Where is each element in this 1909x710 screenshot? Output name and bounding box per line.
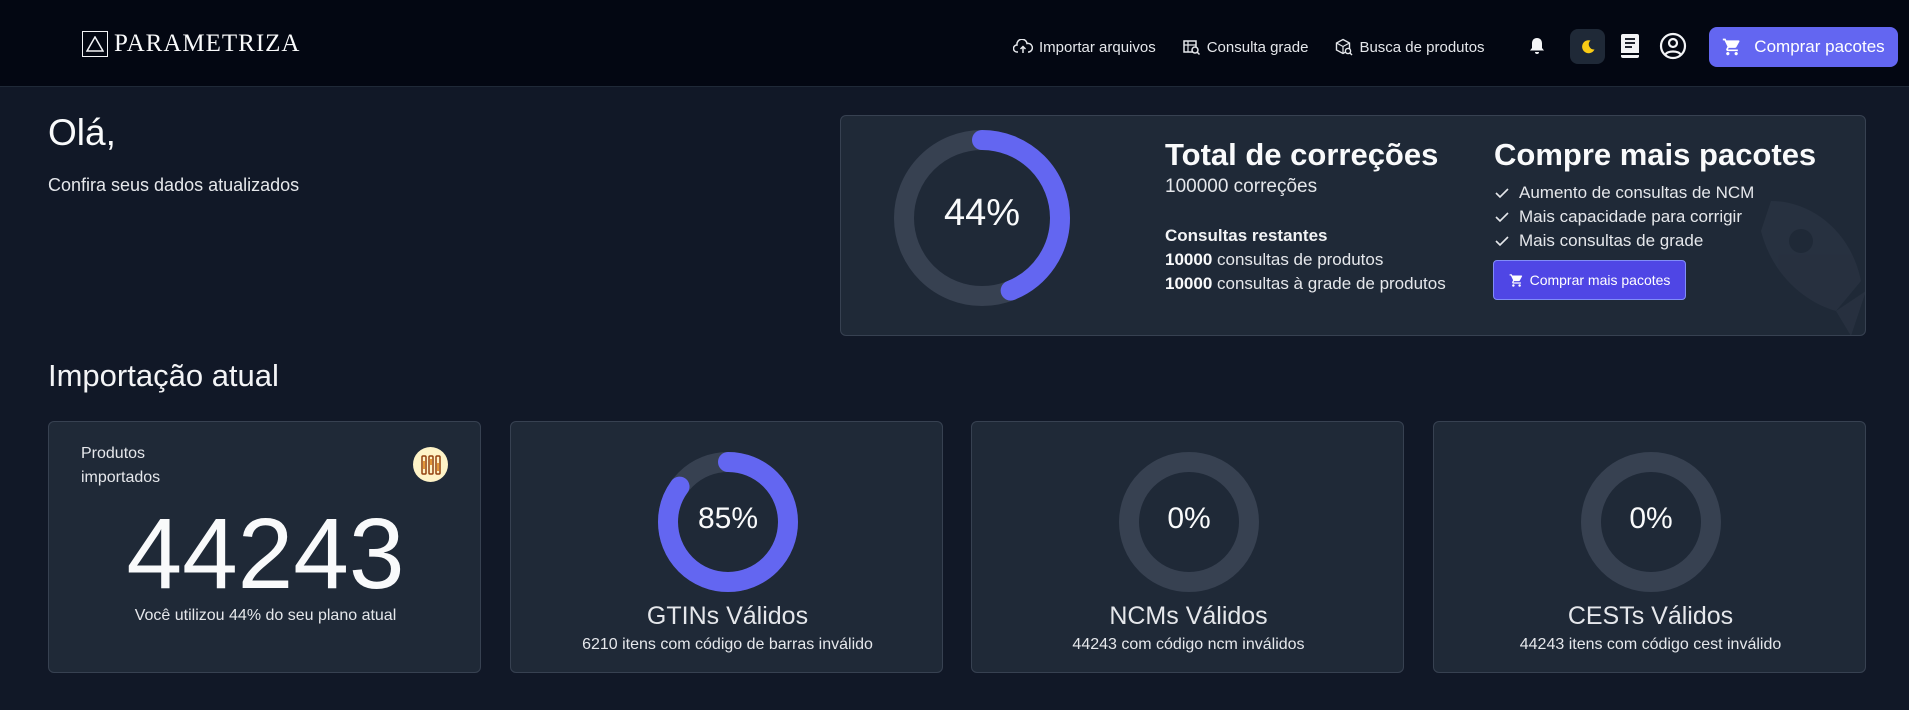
nav-import-files-label: Importar arquivos [1039,38,1156,56]
ncm-donut-track [1119,452,1259,592]
ncm-donut: 0% [1117,450,1261,599]
gtin-donut-arc [658,452,798,592]
cart-icon [1509,273,1522,287]
gtin-valid-card: 85% GTINs Válidos 6210 itens com código … [510,421,943,673]
benefit-item: Mais capacidade para corrigir [1495,205,1754,229]
benefits-list: Aumento de consultas de NCM Mais capacid… [1495,181,1754,253]
package-search-icon [1336,38,1353,56]
delta-logo-icon [82,31,108,57]
cest-percent-label: 0% [1629,502,1673,535]
check-icon [1495,212,1509,223]
remaining-product-queries: 10000 consultas de produtos [1165,250,1383,270]
nav-product-search-label: Busca de produtos [1359,38,1485,56]
cloud-upload-icon [1013,39,1033,53]
benefit-item: Aumento de consultas de NCM [1495,181,1754,205]
cest-donut: 0% [1579,450,1723,599]
usage-donut: 44% [892,128,1072,313]
brand-logo[interactable]: PARAMETRIZA [82,30,301,58]
nav-import-files[interactable]: Importar arquivos [1013,38,1156,56]
imported-products-card: Produtos importados 44243 Você utilizou … [48,421,481,673]
buy-packages-label: Comprar pacotes [1754,37,1885,56]
benefit-text: Mais capacidade para corrigir [1519,207,1742,226]
user-circle-icon [1659,32,1687,60]
brand-name: PARAMETRIZA [114,30,301,57]
top-navigation-bar: PARAMETRIZA Importar arquivos Consulta g… [0,0,1909,87]
moon-icon [1581,39,1594,53]
gtin-valid-title: GTINs Válidos [646,602,809,630]
remaining-grade-text: consultas à grade de produtos [1217,274,1446,293]
bell-icon [1530,38,1544,54]
plan-summary-card: 44% Total de correções 100000 correções … [840,115,1866,336]
imported-products-label: Produtos importados [81,445,161,486]
book-icon [1621,34,1639,58]
benefit-text: Mais consultas de grade [1519,231,1704,250]
remaining-product-text: consultas de produtos [1217,250,1384,269]
cest-donut-track [1581,452,1721,592]
remaining-product-count: 10000 [1165,250,1213,269]
buy-more-title: Compre mais pacotes [1494,137,1817,172]
gtin-donut: 85% [656,450,800,599]
gtin-percent-label: 85% [697,502,759,535]
ncm-invalid-subtitle: 44243 com código ncm inválidos [1072,636,1305,653]
usage-percent-label: 44% [943,192,1021,234]
cest-valid-card: 0% CESTs Válidos 44243 itens com código … [1433,421,1866,673]
remaining-queries-title: Consultas restantes [1165,226,1328,245]
check-icon [1495,188,1509,199]
theme-toggle-button[interactable] [1570,29,1605,64]
buy-more-button[interactable]: Comprar mais pacotes [1493,260,1686,300]
greeting-subtitle: Confira seus dados atualizados [48,175,300,195]
main-nav: Importar arquivos Consulta grade Busca d… [1013,38,1485,56]
current-import-title: Importação atual [48,358,279,393]
ncm-valid-title: NCMs Válidos [1109,602,1268,630]
total-corrections-title: Total de correções [1165,137,1439,172]
benefit-text: Aumento de consultas de NCM [1519,183,1755,202]
ncm-percent-label: 0% [1167,502,1211,535]
nav-grade-lookup-label: Consulta grade [1206,38,1309,56]
tools-icon [413,447,448,482]
nav-product-search[interactable]: Busca de produtos [1334,38,1485,56]
benefit-item: Mais consultas de grade [1495,229,1754,253]
account-button[interactable] [1659,32,1687,60]
cart-icon [1723,38,1740,56]
usage-donut-arc [894,130,1070,306]
remaining-grade-count: 10000 [1165,274,1213,293]
check-icon [1495,236,1509,247]
imported-products-count: 44243 [126,498,405,610]
greeting-title: Olá, [48,112,116,153]
nav-grade-lookup[interactable]: Consulta grade [1182,38,1309,56]
documentation-button[interactable] [1617,32,1643,60]
ncm-valid-card: 0% NCMs Válidos 44243 com código ncm inv… [971,421,1404,673]
notifications-button[interactable] [1525,34,1549,58]
search-table-icon [1182,40,1200,56]
remaining-grade-queries: 10000 consultas à grade de produtos [1165,274,1446,294]
total-corrections-count: 100000 correções [1165,176,1318,197]
buy-more-label: Comprar mais pacotes [1529,272,1671,288]
plan-usage-text: Você utilizou 44% do seu plano atual [134,607,397,624]
cest-valid-title: CESTs Válidos [1567,602,1734,630]
cest-invalid-subtitle: 44243 itens com código cest inválido [1519,636,1782,653]
gtin-invalid-subtitle: 6210 itens com código de barras inválido [582,636,873,653]
rocket-icon [1761,201,1865,335]
buy-packages-button[interactable]: Comprar pacotes [1709,27,1898,67]
